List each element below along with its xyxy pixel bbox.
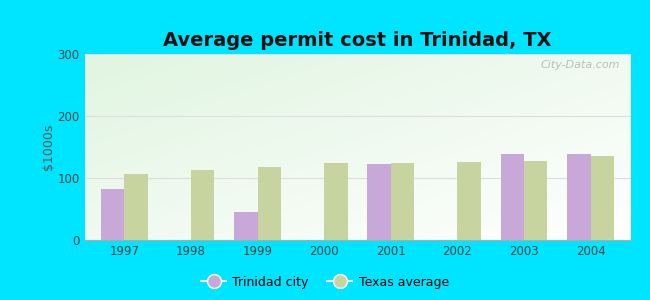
Title: Average permit cost in Trinidad, TX: Average permit cost in Trinidad, TX bbox=[163, 31, 552, 50]
Bar bbox=[257, 167, 281, 240]
Y-axis label: $1000s: $1000s bbox=[42, 124, 55, 170]
Bar bbox=[567, 154, 591, 240]
Bar bbox=[367, 164, 391, 240]
Bar bbox=[234, 212, 257, 240]
Bar bbox=[124, 174, 148, 240]
Bar bbox=[324, 163, 348, 240]
Bar bbox=[191, 170, 214, 240]
Text: City-Data.com: City-Data.com bbox=[540, 60, 619, 70]
Bar bbox=[500, 154, 524, 240]
Bar bbox=[391, 163, 414, 240]
Bar bbox=[591, 156, 614, 240]
Bar bbox=[524, 160, 547, 240]
Bar bbox=[458, 162, 481, 240]
Legend: Trinidad city, Texas average: Trinidad city, Texas average bbox=[196, 271, 454, 294]
Bar bbox=[101, 189, 124, 240]
